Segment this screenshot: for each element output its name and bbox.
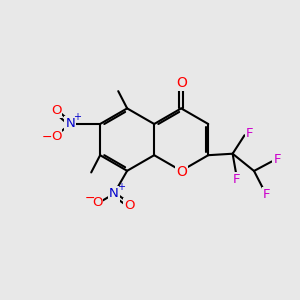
Text: O: O bbox=[176, 76, 187, 89]
Text: O: O bbox=[176, 165, 187, 179]
Text: +: + bbox=[117, 182, 124, 193]
Text: F: F bbox=[273, 154, 281, 166]
Text: F: F bbox=[233, 173, 241, 186]
Text: O: O bbox=[51, 104, 62, 117]
Text: +: + bbox=[73, 112, 81, 122]
Text: N: N bbox=[65, 118, 75, 130]
Text: O: O bbox=[51, 130, 62, 143]
Text: F: F bbox=[246, 127, 253, 140]
Text: O: O bbox=[124, 200, 135, 212]
Text: −: − bbox=[42, 131, 52, 144]
Text: F: F bbox=[263, 188, 270, 201]
Text: O: O bbox=[92, 196, 102, 209]
Text: −: − bbox=[85, 192, 95, 205]
Text: N: N bbox=[109, 188, 119, 200]
